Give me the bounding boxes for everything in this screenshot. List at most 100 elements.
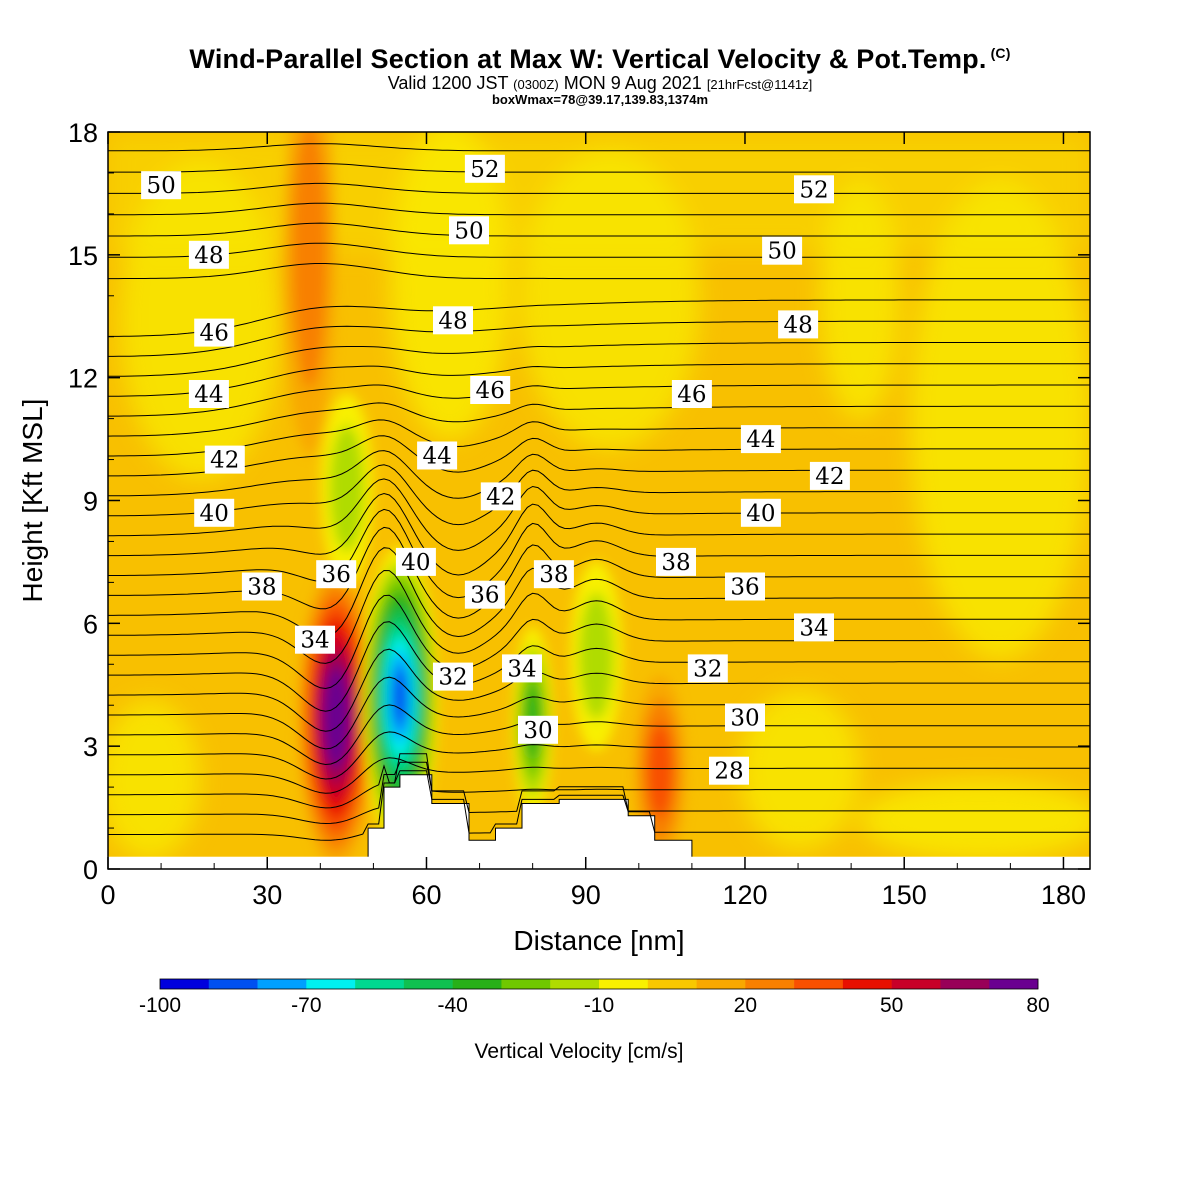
isentrope-label: 32: [687, 654, 728, 683]
x-axis-label: Distance [nm]: [513, 925, 684, 956]
isentrope-line: [108, 770, 1090, 841]
colorbar-tick-label: -10: [584, 994, 614, 1017]
x-tick-label: 90: [571, 880, 601, 910]
svg-text:40: 40: [401, 550, 430, 576]
yellow-zone: [520, 150, 700, 450]
svg-text:38: 38: [539, 562, 568, 588]
downdraft-core-band: [392, 667, 408, 728]
svg-text:52: 52: [799, 177, 828, 203]
isentrope-line: [108, 757, 1090, 794]
box-info-line: boxWmax=78@39.17,139.83,1374m: [491, 92, 709, 107]
isentrope-line: [108, 492, 1090, 576]
colorbar-swatch: [208, 979, 258, 989]
isentrope-line: [108, 162, 1090, 173]
colorbar-swatch: [306, 979, 356, 989]
copyright-mark: (C): [990, 45, 1011, 61]
isentrope-label: 44: [188, 380, 229, 408]
svg-text:36: 36: [322, 562, 351, 588]
yellow-zone: [860, 780, 1090, 860]
colorbar-tick-label: 20: [734, 994, 757, 1017]
svg-text:48: 48: [194, 243, 223, 269]
isentrope-line: [108, 299, 1090, 337]
svg-text:44: 44: [746, 427, 775, 453]
isentrope-label: 42: [480, 482, 521, 511]
colorbar-swatch: [501, 979, 551, 989]
isentrope-line: [108, 594, 1090, 690]
colorbar-tick-label: 50: [880, 994, 903, 1017]
isentrope-label: 52: [794, 175, 834, 204]
yellow-zone: [390, 132, 510, 440]
isentrope-line: [108, 621, 1090, 712]
y-tick-label: 0: [83, 855, 98, 885]
x-tick-label: 0: [100, 880, 115, 910]
isentrope-label: 34: [295, 625, 335, 654]
yellow-zone: [740, 690, 860, 850]
colorbar-swatch: [452, 979, 502, 989]
svg-text:42: 42: [486, 484, 515, 510]
svg-text:40: 40: [200, 501, 229, 527]
isentrope-label: 52: [464, 154, 505, 183]
isentrope-label: 46: [194, 318, 235, 347]
svg-text:38: 38: [661, 550, 690, 576]
ground-strip: [108, 856, 1090, 869]
svg-text:50: 50: [454, 218, 483, 244]
colorbar-tick-label: -100: [139, 994, 181, 1017]
isentrope-label: 50: [449, 216, 489, 245]
colorbar-swatch: [794, 979, 844, 989]
isentrope-line: [108, 704, 1090, 766]
valid-utc-time: (0300Z): [513, 77, 559, 92]
isentrope-line: [108, 435, 1090, 477]
isentrope-line: [108, 242, 1090, 258]
isentrope-line: [108, 731, 1090, 780]
yellow-zone: [910, 180, 1090, 660]
isentrope-label: 30: [725, 703, 765, 732]
isentrope-labels: 50 52 52 48 50 50 46 48 48 44 46 46 44 44 42 42 42 40 40 40…: [141, 154, 850, 785]
isentrope-line: [108, 202, 1090, 216]
svg-text:42: 42: [210, 448, 239, 474]
colorbar: -100 -70 -40 -10 20 50 80 Vertical Velocity [cm…: [139, 978, 1050, 1063]
isentrope-label: 42: [809, 461, 850, 490]
x-tick-label: 30: [252, 880, 282, 910]
isentrope-label: 40: [395, 547, 436, 576]
updraft-core-band: [647, 723, 674, 819]
updraft-core-band: [327, 684, 345, 751]
terrain-mask: [367, 774, 693, 869]
colorbar-swatch: [989, 979, 1039, 989]
svg-text:30: 30: [730, 706, 759, 732]
isentrope-line: [108, 363, 1090, 397]
y-tick-label: 12: [68, 364, 98, 394]
colorbar-swatch: [599, 979, 649, 989]
svg-text:40: 40: [746, 501, 775, 527]
isentrope-line: [108, 676, 1090, 750]
isentrope-line: [108, 143, 1090, 152]
y-tick-label: 3: [83, 732, 98, 762]
y-tick-label: 15: [68, 241, 98, 271]
svg-text:34: 34: [507, 656, 536, 682]
isentrope-label: 38: [656, 547, 696, 576]
svg-text:42: 42: [815, 464, 844, 490]
chart-title: Wind-Parallel Section at Max W: Vertical…: [189, 44, 1011, 74]
isentrope-label: 40: [740, 498, 781, 527]
isentrope-line: [108, 761, 1090, 825]
isentrope-label: 50: [762, 236, 803, 265]
forecast-info: [21hrFcst@1141z]: [706, 77, 813, 92]
valid-time-line: Valid 1200 JST (0300Z) MON 9 Aug 2021 [2…: [0, 73, 1200, 94]
svg-text:52: 52: [470, 157, 499, 183]
svg-text:30: 30: [523, 718, 552, 744]
svg-text:48: 48: [438, 308, 467, 334]
isentrope-label: 36: [316, 560, 357, 589]
svg-text:44: 44: [194, 382, 223, 408]
isentrope-line: [108, 419, 1090, 457]
colorbar-swatch: [647, 979, 697, 989]
isentrope-label: 36: [464, 580, 505, 609]
isentrope-line: [108, 263, 1090, 280]
isentrope-line: [108, 182, 1090, 194]
svg-text:50: 50: [146, 173, 175, 199]
svg-text:38: 38: [247, 575, 276, 601]
isentrope-line: [108, 222, 1090, 237]
svg-text:46: 46: [476, 378, 505, 404]
x-tick-label: 150: [882, 880, 927, 910]
y-axis-label: Height [Kft MSL]: [17, 399, 48, 603]
isentrope-label: 42: [204, 445, 245, 474]
